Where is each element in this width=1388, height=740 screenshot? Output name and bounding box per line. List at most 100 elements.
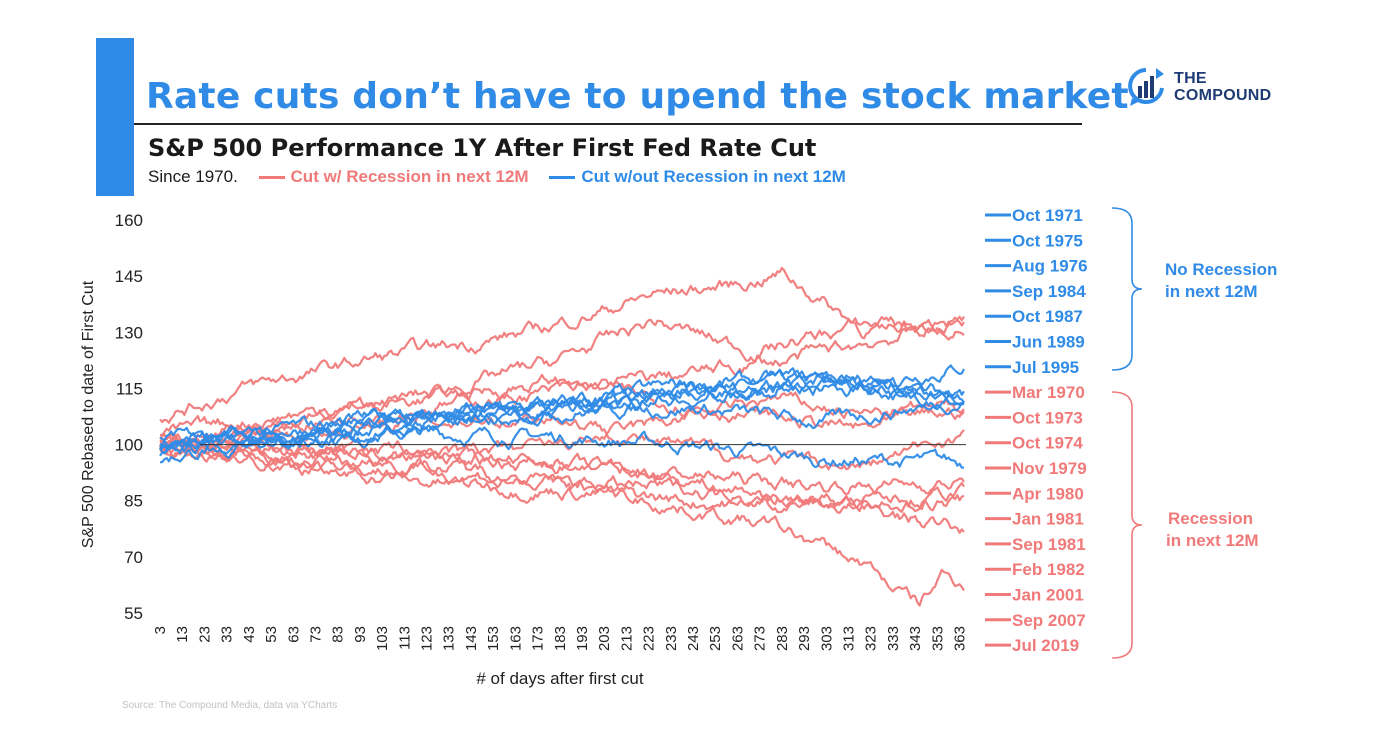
y-tick-label: 100 [115, 436, 143, 455]
x-tick-label: 353 [929, 626, 946, 651]
legend-item-recession: Cut w/ Recession in next 12M [258, 167, 534, 186]
logo-line-1: THE [1174, 70, 1207, 87]
x-tick-label: 253 [707, 626, 724, 651]
series-label: Feb 1982 [1012, 560, 1085, 579]
x-tick-label: 363 [952, 626, 969, 651]
legend-swatch-no-recession [549, 176, 576, 180]
series-label: Sep 2007 [1012, 611, 1086, 630]
y-axis-label: S&P 500 Rebased to date of First Cut [80, 280, 97, 548]
brace-recession [1111, 391, 1143, 659]
source-note: Source: The Compound Media, data via YCh… [122, 700, 338, 711]
group-label-no-recession: No Recession [1165, 260, 1277, 279]
legend-label-recession: Cut w/ Recession in next 12M [290, 167, 529, 186]
series-line-oct-1975 [159, 372, 965, 459]
since-note: Since 1970. [148, 167, 238, 186]
x-tick-label: 163 [507, 626, 524, 651]
series-label: Jan 1981 [1012, 510, 1084, 529]
x-tick-label: 323 [863, 626, 880, 651]
series-label: Oct 1974 [1012, 434, 1083, 453]
x-tick-label: 23 [196, 626, 213, 643]
x-tick-label: 113 [396, 626, 413, 650]
x-tick-label: 293 [796, 626, 813, 651]
x-tick-label: 173 [530, 626, 547, 651]
x-tick-label: 343 [907, 626, 924, 651]
x-tick-label: 63 [285, 626, 302, 643]
series-line-apr-1980 [159, 319, 965, 448]
compound-logo: THE COMPOUND [1126, 66, 1272, 108]
x-tick-label: 93 [352, 626, 369, 643]
brace-no-recession [1111, 207, 1143, 371]
y-tick-label: 70 [124, 548, 143, 567]
x-tick-label: 133 [441, 626, 458, 651]
legend-label-no-recession: Cut w/out Recession in next 12M [581, 167, 846, 186]
x-tick-label: 193 [574, 626, 591, 651]
series-label: Aug 1976 [1012, 257, 1088, 276]
series-line-jan-2001 [159, 443, 965, 607]
x-tick-label: 283 [774, 626, 791, 651]
x-tick-label: 123 [419, 626, 436, 651]
x-tick-label: 153 [485, 626, 502, 651]
y-tick-label: 145 [115, 267, 143, 286]
series-label: Jan 2001 [1012, 586, 1084, 605]
x-tick-label: 73 [307, 626, 324, 643]
chart-subtitle: S&P 500 Performance 1Y After First Fed R… [148, 134, 817, 162]
series-line-mar-1970 [159, 266, 965, 424]
y-tick-label: 115 [116, 379, 143, 398]
x-axis-label: # of days after first cut [476, 669, 644, 688]
x-tick-label: 143 [463, 626, 480, 651]
x-tick-label: 213 [618, 626, 635, 651]
y-tick-label: 160 [115, 211, 143, 230]
series-line-jun-1989 [159, 400, 965, 450]
y-tick-label: 130 [115, 323, 143, 342]
series-label: Sep 1981 [1012, 535, 1086, 554]
x-tick-label: 183 [552, 626, 569, 651]
series-label: Oct 1971 [1012, 206, 1083, 225]
series-label: Jul 2019 [1012, 636, 1079, 655]
legend: Since 1970. Cut w/ Recession in next 12M… [148, 167, 846, 187]
series-line-jul-1995 [159, 380, 965, 455]
y-tick-label: 55 [124, 604, 143, 623]
legend-item-no-recession: Cut w/out Recession in next 12M [549, 167, 846, 186]
series-line-oct-1987 [159, 367, 965, 464]
headline: Rate cuts don’t have to upend the stock … [146, 76, 1129, 117]
x-tick-label: 13 [174, 626, 191, 643]
x-tick-label: 313 [841, 626, 858, 651]
series-label: Sep 1984 [1012, 282, 1086, 301]
series-label: Oct 1975 [1012, 231, 1083, 250]
headline-rule [134, 123, 1082, 125]
compound-logo-text: THE COMPOUND [1174, 70, 1272, 104]
x-tick-label: 103 [374, 626, 391, 651]
x-tick-label: 303 [818, 626, 835, 651]
series-label: Jul 1995 [1012, 358, 1079, 377]
x-tick-label: 203 [596, 626, 613, 651]
accent-bar [96, 38, 134, 196]
series-label: Jun 1989 [1012, 333, 1085, 352]
x-tick-label: 263 [729, 626, 746, 651]
x-tick-label: 233 [663, 626, 680, 651]
compound-logo-icon [1128, 68, 1164, 106]
legend-swatch-recession [258, 176, 285, 180]
group-label-recession-line2: in next 12M [1166, 531, 1259, 550]
series-label: Nov 1979 [1012, 459, 1087, 478]
series-label: Oct 1987 [1012, 307, 1083, 326]
series-line-sep-1981 [159, 443, 965, 513]
y-tick-label: 85 [124, 492, 143, 511]
series-label: Apr 1980 [1012, 484, 1084, 503]
series-line-nov-1979 [159, 373, 965, 437]
group-label-recession: Recession [1168, 509, 1253, 528]
x-tick-label: 223 [641, 626, 658, 651]
logo-line-2: COMPOUND [1174, 87, 1272, 104]
x-tick-label: 53 [263, 626, 280, 643]
series-line-sep-2007 [159, 433, 965, 534]
group-label-no-recession-line2: in next 12M [1165, 282, 1258, 301]
series-label: Mar 1970 [1012, 383, 1085, 402]
x-tick-label: 333 [885, 626, 902, 651]
series-label: Oct 1973 [1012, 408, 1083, 427]
x-tick-label: 83 [330, 626, 347, 643]
x-tick-label: 273 [752, 626, 769, 651]
x-tick-label: 43 [241, 626, 258, 643]
x-tick-label: 243 [685, 626, 702, 651]
x-tick-label: 3 [152, 626, 169, 634]
x-tick-label: 33 [219, 626, 236, 643]
